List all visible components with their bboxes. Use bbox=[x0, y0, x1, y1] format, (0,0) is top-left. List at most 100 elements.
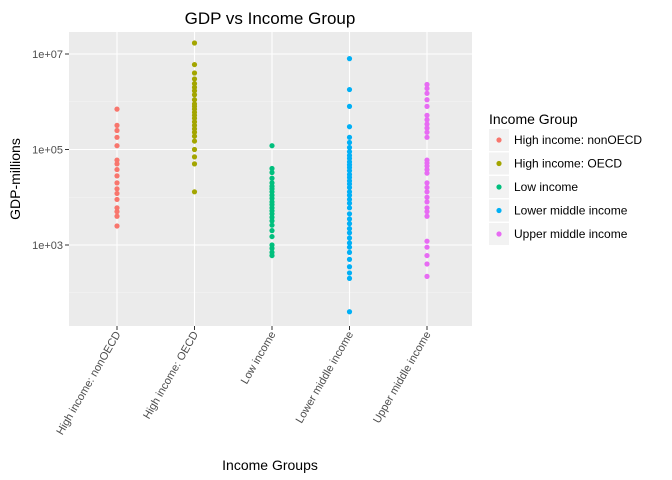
data-point bbox=[269, 175, 275, 181]
data-point bbox=[269, 222, 275, 228]
data-point bbox=[269, 214, 275, 220]
data-point bbox=[424, 199, 430, 205]
data-point bbox=[346, 134, 353, 140]
data-point bbox=[191, 61, 198, 68]
legend-items: High income: nonOECD High income: OECD Low… bbox=[489, 129, 642, 245]
data-point bbox=[191, 76, 198, 82]
data-point bbox=[114, 205, 120, 211]
data-point bbox=[346, 244, 353, 250]
y-tick-label: 1e+05 bbox=[32, 145, 63, 157]
legend-key-dot bbox=[496, 137, 502, 143]
data-point bbox=[346, 235, 353, 241]
data-point bbox=[346, 309, 353, 315]
data-point bbox=[346, 221, 353, 227]
data-point bbox=[114, 122, 120, 128]
x-tick-label: Lower middle income bbox=[294, 330, 356, 426]
data-point bbox=[346, 86, 353, 93]
data-point bbox=[114, 143, 120, 149]
data-point bbox=[346, 184, 353, 191]
data-point bbox=[424, 85, 430, 92]
data-point bbox=[114, 157, 120, 163]
data-point bbox=[191, 97, 198, 103]
data-point bbox=[191, 119, 198, 125]
legend-label: Upper middle income bbox=[514, 227, 628, 241]
legend-label: Lower middle income bbox=[514, 204, 628, 218]
data-point bbox=[269, 233, 275, 240]
data-point bbox=[346, 181, 353, 187]
data-point bbox=[269, 245, 275, 251]
data-point bbox=[346, 216, 353, 222]
data-point bbox=[191, 92, 198, 98]
data-point bbox=[269, 218, 275, 224]
legend-label: High income: OECD bbox=[514, 157, 622, 171]
data-point bbox=[424, 117, 430, 123]
data-point bbox=[269, 143, 275, 149]
data-point bbox=[424, 184, 430, 191]
data-point bbox=[424, 97, 430, 103]
data-point bbox=[424, 273, 430, 279]
data-point bbox=[269, 228, 275, 234]
chart-title: GDP vs Income Group bbox=[185, 9, 356, 28]
data-point bbox=[424, 166, 430, 173]
x-tick-label: High income: OECD bbox=[141, 329, 201, 421]
data-point bbox=[114, 223, 120, 229]
legend-key-dot bbox=[496, 160, 502, 167]
data-point bbox=[114, 209, 120, 215]
data-point bbox=[346, 205, 353, 211]
data-point bbox=[346, 275, 353, 281]
data-point bbox=[114, 190, 120, 197]
data-point bbox=[346, 226, 353, 232]
x-tick-label: Low income bbox=[239, 330, 279, 387]
data-point bbox=[191, 154, 198, 160]
data-point bbox=[346, 256, 353, 262]
data-point bbox=[346, 200, 353, 206]
data-point bbox=[346, 144, 353, 151]
data-point bbox=[191, 138, 198, 144]
data-point bbox=[114, 166, 120, 173]
data-point bbox=[114, 173, 120, 179]
data-point bbox=[424, 170, 430, 176]
data-point bbox=[346, 103, 353, 109]
y-axis-title: GDP-millions bbox=[7, 138, 23, 220]
data-point bbox=[424, 252, 430, 259]
data-point bbox=[346, 168, 353, 174]
data-point bbox=[346, 196, 353, 203]
x-axis-ticks: High income: nonOECD High income: OECD Low… bbox=[55, 326, 434, 437]
data-point bbox=[191, 40, 198, 46]
data-point bbox=[424, 261, 430, 267]
y-axis-ticks: 1e+03 1e+05 1e+07 bbox=[32, 49, 69, 252]
data-point bbox=[269, 195, 275, 201]
data-point bbox=[424, 244, 430, 250]
data-point bbox=[346, 124, 353, 130]
data-points bbox=[114, 40, 430, 315]
data-point bbox=[191, 146, 198, 153]
data-point bbox=[424, 209, 430, 215]
data-point bbox=[191, 70, 198, 76]
data-point bbox=[424, 129, 430, 135]
data-point bbox=[424, 103, 430, 109]
data-point bbox=[114, 186, 120, 192]
data-point bbox=[346, 264, 353, 270]
data-point bbox=[424, 112, 430, 118]
data-point bbox=[269, 252, 275, 259]
data-point bbox=[114, 127, 120, 134]
data-point bbox=[114, 213, 120, 219]
data-point bbox=[346, 192, 353, 198]
data-point bbox=[114, 106, 120, 112]
data-point bbox=[346, 230, 353, 236]
y-tick-label: 1e+07 bbox=[32, 49, 63, 61]
data-point bbox=[424, 125, 430, 131]
legend-key-dot bbox=[496, 184, 502, 190]
data-point bbox=[191, 133, 198, 139]
legend-key-dot bbox=[496, 231, 502, 237]
data-point bbox=[114, 134, 120, 140]
data-point bbox=[424, 121, 430, 127]
data-point bbox=[269, 169, 275, 176]
x-tick-label: Upper middle income bbox=[371, 330, 433, 426]
data-point bbox=[114, 161, 120, 167]
data-point bbox=[424, 194, 430, 200]
data-point bbox=[346, 240, 353, 246]
